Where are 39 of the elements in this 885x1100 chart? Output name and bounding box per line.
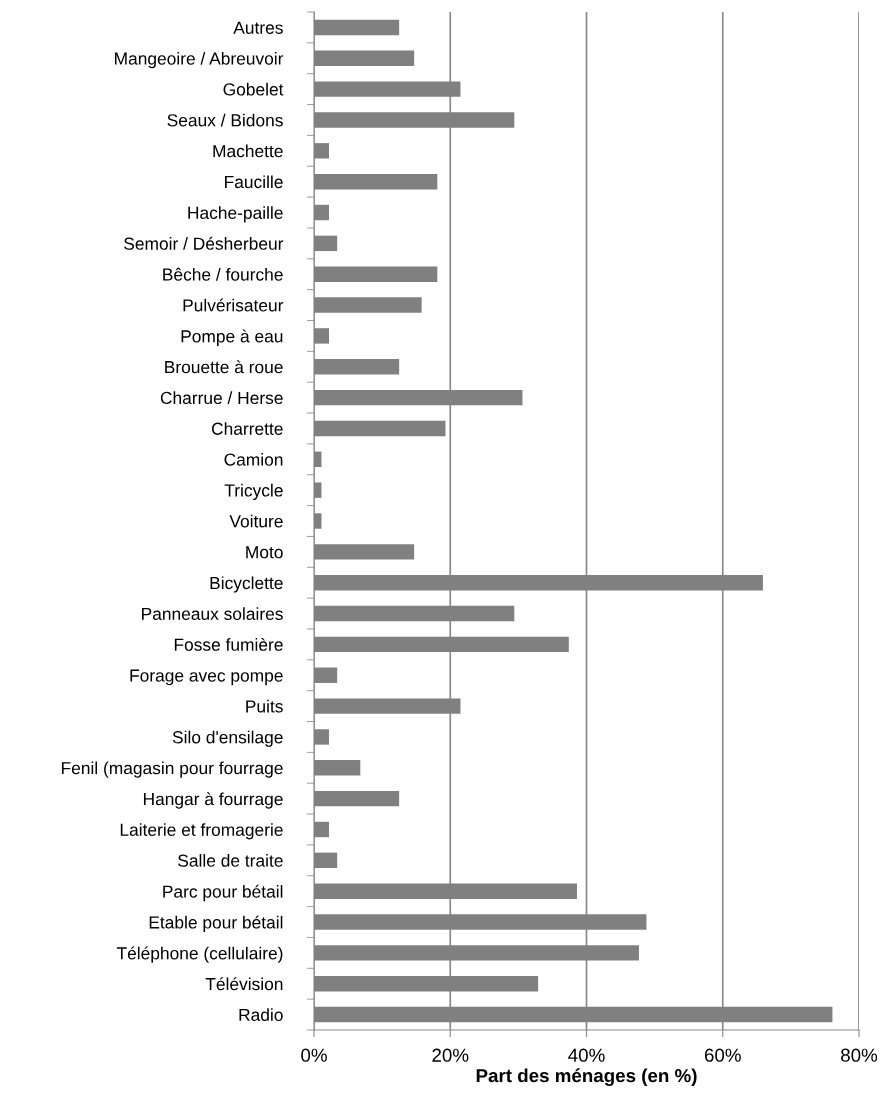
y-tick-label: Télévision [205,977,283,991]
y-tick-label: Bicyclette [210,576,283,593]
y-tick-label: Charrette [211,422,283,435]
y-tick-label: Mangeoire / Abreuvoir [115,51,284,69]
y-tick-label: Silo d'ensilage [172,730,283,747]
y-tick-label: Salle de traite [178,854,283,867]
y-tick-label: Camion [224,453,283,466]
y-tick-label: Seaux / Bidons [167,113,283,127]
x-tick-label: 20% [432,1048,469,1062]
y-tick-label: Forage avec pompe [130,669,283,686]
y-tick-label: Moto [246,546,283,559]
y-tick-label: Téléphone (cellulaire) [116,946,283,963]
y-tick-label: Radio [239,1008,283,1022]
y-tick-label: Charrue / Herse [160,391,283,405]
y-tick-label: Tricycle [224,483,283,501]
y-tick-label: Fenil (magasin pour fourrage [61,761,283,778]
y-tick-label: Etable pour bétail [149,915,283,933]
y-tick-label: Voiture [229,514,283,528]
y-tick-label: Brouette à roue [165,360,283,374]
x-tick-label: 40% [568,1048,605,1062]
y-tick-label: Laiterie et fromagerie [120,823,283,840]
y-tick-label: Pulvérisateur [183,298,284,312]
y-tick-label: Fosse fumière [174,637,283,651]
y-tick-label: Autres [233,21,283,34]
y-tick-label: Hache-paille [188,206,283,223]
y-tick-label: Semoir / Désherbeur [124,236,284,250]
y-tick-label: Pompe à eau [181,329,283,346]
y-tick-label: Machette [213,144,283,158]
x-tick-label: 60% [704,1048,741,1062]
x-tick-label: 80% [841,1048,878,1062]
y-tick-label: Puits [246,699,283,713]
x-axis-title: Part des ménages (en %) [476,1068,697,1087]
y-tick-label: Hangar à fourrage [143,792,283,809]
y-tick-label: Bêche / fourche [163,267,283,281]
y-tick-label: Faucille [225,175,283,189]
x-tick-label: 0% [301,1048,327,1062]
y-tick-label: Gobelet [223,82,284,96]
y-tick-label: Panneaux solaires [142,607,283,621]
y-tick-label: Parc pour bétail [163,884,283,902]
